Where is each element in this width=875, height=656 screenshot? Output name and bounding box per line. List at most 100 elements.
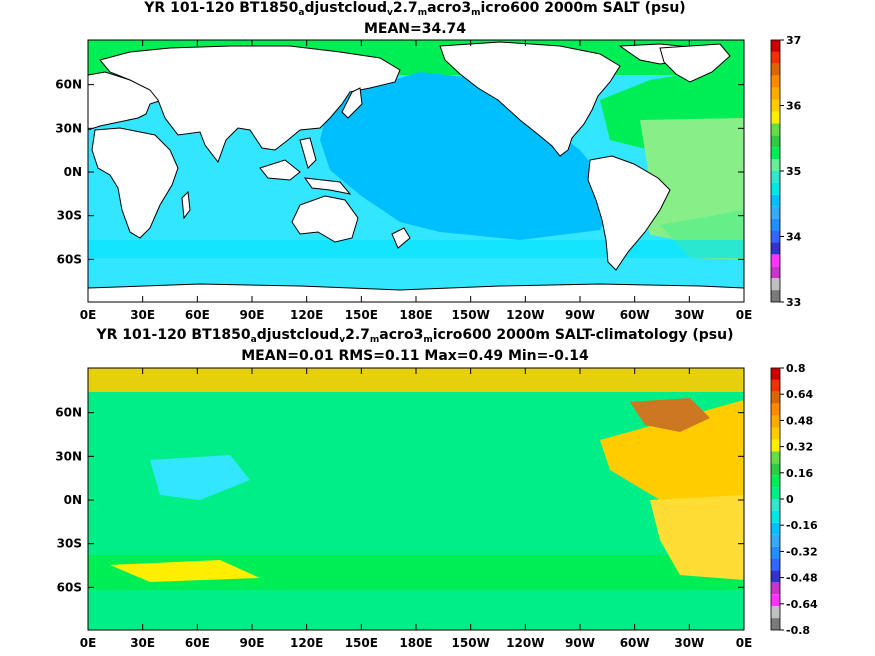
lon-tick-label: 60E	[185, 308, 210, 322]
lat-tick-label: 30N	[55, 449, 82, 463]
lon-tick-label: 120W	[506, 636, 544, 650]
lon-tick-label: 90E	[240, 308, 265, 322]
colorbars-group: 37 36 35 34 33 0.8 0.64 0.48 0.32 0.16 0 -0.16 -0.32…	[770, 34, 818, 637]
lon-tick-label: 30W	[674, 308, 704, 322]
colorbar-swatch	[771, 546, 780, 559]
lat-tick-label: 60N	[55, 78, 82, 92]
colorbar-label: 0	[786, 493, 794, 506]
lon-tick-label: 30E	[130, 308, 155, 322]
colorbar-swatch	[771, 63, 780, 76]
lon-tick-label: 0E	[736, 636, 753, 650]
colorbar-swatch	[771, 135, 780, 148]
colorbar-swatch	[771, 534, 780, 547]
colorbar-swatch	[771, 278, 780, 291]
lon-tick-label: 90E	[240, 636, 265, 650]
colorbar-swatch	[771, 522, 780, 535]
colorbar-swatch	[771, 159, 780, 171]
colorbar-swatch	[771, 606, 780, 619]
lon-tick-label: 120E	[290, 308, 323, 322]
lon-tick-label: 90W	[565, 308, 595, 322]
colorbar-label: 36	[786, 100, 802, 113]
colorbar-swatch	[771, 218, 780, 231]
lon-tick-label: 150W	[452, 636, 490, 650]
lat-tick-label: 30S	[57, 209, 82, 223]
colorbar-swatch	[771, 194, 780, 207]
colorbar-swatch	[771, 99, 780, 112]
lat-tick-label: 30N	[55, 121, 82, 135]
colorbar-label: -0.8	[786, 624, 810, 637]
colorbar-swatch	[771, 570, 780, 583]
lon-tick-label: 120W	[506, 308, 544, 322]
colorbar-swatch	[771, 40, 780, 52]
colorbar-swatch	[771, 147, 780, 160]
colorbar-swatch	[771, 558, 780, 571]
lon-tick-label: 150E	[345, 308, 378, 322]
colorbar-label: -0.16	[786, 519, 818, 532]
lon-tick-label: 60E	[185, 636, 210, 650]
panel2-map	[88, 368, 744, 630]
colorbar-swatch	[771, 499, 780, 511]
colorbar-swatch	[771, 51, 780, 64]
colorbar-swatch	[771, 582, 780, 595]
colorbar-label: -0.64	[786, 598, 818, 611]
colorbar-swatch	[771, 415, 780, 428]
lat-tick-label: 60S	[57, 252, 82, 266]
colorbar-swatch	[771, 290, 780, 302]
colorbar-swatch	[771, 463, 780, 476]
colorbar-swatch	[771, 123, 780, 136]
colorbar-label: 35	[786, 165, 801, 178]
panel2-title: YR 101-120 BT1850adjustcloudv2.7macro3mi…	[96, 327, 734, 345]
lat-tick-label: 0N	[64, 165, 82, 179]
panel2-subtitle: MEAN=0.01 RMS=0.11 Max=0.49 Min=-0.14	[241, 348, 589, 364]
lon-tick-label: 150W	[452, 308, 490, 322]
lat-tick-label: 60N	[55, 406, 82, 420]
lon-tick-label: 0E	[80, 636, 97, 650]
lat-tick-label: 0N	[64, 493, 82, 507]
colorbar-label: 34	[786, 231, 802, 244]
colorbar-swatch	[771, 266, 780, 279]
lon-tick-label: 60W	[620, 636, 650, 650]
colorbar-swatch	[771, 487, 780, 499]
colorbar-label: 0.8	[786, 362, 806, 375]
lon-tick-label: 60W	[620, 308, 650, 322]
lon-tick-label: 30W	[674, 636, 704, 650]
lon-tick-label: 180E	[399, 636, 432, 650]
colorbar-swatch	[771, 427, 780, 440]
colorbar-swatch	[771, 254, 780, 267]
colorbar-swatch	[771, 451, 780, 464]
colorbar-swatch	[771, 475, 780, 488]
lon-tick-label: 180E	[399, 308, 432, 322]
lon-tick-label: 90W	[565, 636, 595, 650]
colorbar-swatch	[771, 403, 780, 416]
colorbar-swatch	[771, 242, 780, 255]
colorbar-swatch	[771, 87, 780, 100]
lon-tick-label: 150E	[345, 636, 378, 650]
colorbar-swatch	[771, 182, 780, 195]
colorbar-swatch	[771, 368, 780, 380]
lon-tick-label: 0E	[80, 308, 97, 322]
lon-tick-label: 30E	[130, 636, 155, 650]
panel1-title: YR 101-120 BT1850adjustcloudv2.7macro3mi…	[144, 0, 686, 18]
axes-group: 0E 30E 60E 90E 120E 150E 180E 150W 120W 90W 60W 30W…	[55, 40, 752, 650]
colorbar-swatch	[771, 594, 780, 607]
colorbar-label: 0.64	[786, 388, 813, 401]
lat-tick-label: 60S	[57, 580, 82, 594]
colorbar-swatch	[771, 75, 780, 88]
colorbar-swatch	[771, 111, 780, 124]
lon-tick-label: 120E	[290, 636, 323, 650]
colorbar-label: -0.48	[786, 572, 818, 585]
colorbar-swatch	[771, 171, 780, 183]
colorbar-label: 0.32	[786, 441, 813, 454]
colorbar-swatch	[771, 379, 780, 392]
colorbar-label: -0.32	[786, 545, 818, 558]
colorbar-swatch	[771, 391, 780, 404]
colorbar-label: 33	[786, 296, 801, 309]
lat-tick-label: 30S	[57, 537, 82, 551]
panel1-subtitle: MEAN=34.74	[363, 21, 467, 37]
colorbar-swatch	[771, 510, 780, 523]
colorbar-label: 0.48	[786, 414, 813, 427]
lon-tick-label: 0E	[736, 308, 753, 322]
colorbar-swatch	[771, 206, 780, 219]
colorbar-swatch	[771, 618, 780, 630]
